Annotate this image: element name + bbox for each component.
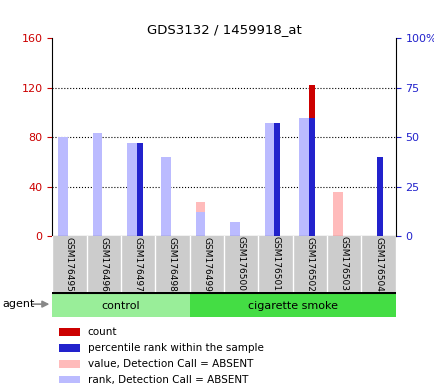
Bar bbox=[308, 85, 314, 236]
Text: agent: agent bbox=[2, 299, 34, 309]
Bar bbox=[273, 123, 280, 236]
Bar bbox=[264, 123, 273, 236]
Text: cigarette smoke: cigarette smoke bbox=[247, 301, 337, 311]
Bar bbox=[298, 118, 308, 236]
Bar bbox=[136, 147, 143, 236]
Bar bbox=[161, 157, 171, 236]
Bar bbox=[92, 133, 102, 236]
Bar bbox=[59, 360, 80, 367]
Bar bbox=[92, 140, 102, 236]
Text: GSM176495: GSM176495 bbox=[65, 237, 74, 291]
Bar bbox=[273, 131, 280, 236]
Text: GSM176503: GSM176503 bbox=[339, 237, 348, 291]
Text: GSM176504: GSM176504 bbox=[373, 237, 382, 291]
Bar bbox=[332, 192, 342, 236]
FancyBboxPatch shape bbox=[189, 292, 395, 317]
Bar bbox=[195, 212, 205, 236]
Title: GDS3132 / 1459918_at: GDS3132 / 1459918_at bbox=[146, 23, 301, 36]
Bar bbox=[308, 118, 314, 236]
Bar bbox=[127, 143, 136, 236]
Text: GSM176500: GSM176500 bbox=[236, 237, 245, 291]
Bar bbox=[264, 131, 273, 236]
Bar bbox=[58, 152, 68, 236]
Bar bbox=[58, 137, 68, 236]
Bar bbox=[230, 222, 239, 236]
Text: GSM176501: GSM176501 bbox=[270, 237, 279, 291]
Bar bbox=[195, 202, 205, 236]
Bar bbox=[298, 162, 308, 236]
Bar bbox=[59, 344, 80, 352]
Text: control: control bbox=[102, 301, 140, 311]
Text: value, Detection Call = ABSENT: value, Detection Call = ABSENT bbox=[87, 359, 252, 369]
Bar bbox=[127, 147, 136, 236]
Text: rank, Detection Call = ABSENT: rank, Detection Call = ABSENT bbox=[87, 374, 247, 384]
Text: GSM176498: GSM176498 bbox=[168, 237, 177, 291]
Bar bbox=[59, 328, 80, 336]
Bar bbox=[59, 376, 80, 383]
FancyBboxPatch shape bbox=[52, 292, 189, 317]
Text: GSM176502: GSM176502 bbox=[305, 237, 314, 291]
Text: GSM176496: GSM176496 bbox=[99, 237, 108, 291]
Text: GSM176497: GSM176497 bbox=[133, 237, 142, 291]
Bar bbox=[376, 157, 383, 236]
Text: count: count bbox=[87, 327, 117, 337]
Bar bbox=[376, 187, 383, 236]
Bar bbox=[136, 143, 143, 236]
Text: GSM176499: GSM176499 bbox=[202, 237, 211, 291]
Bar bbox=[161, 183, 171, 236]
Text: percentile rank within the sample: percentile rank within the sample bbox=[87, 343, 263, 353]
